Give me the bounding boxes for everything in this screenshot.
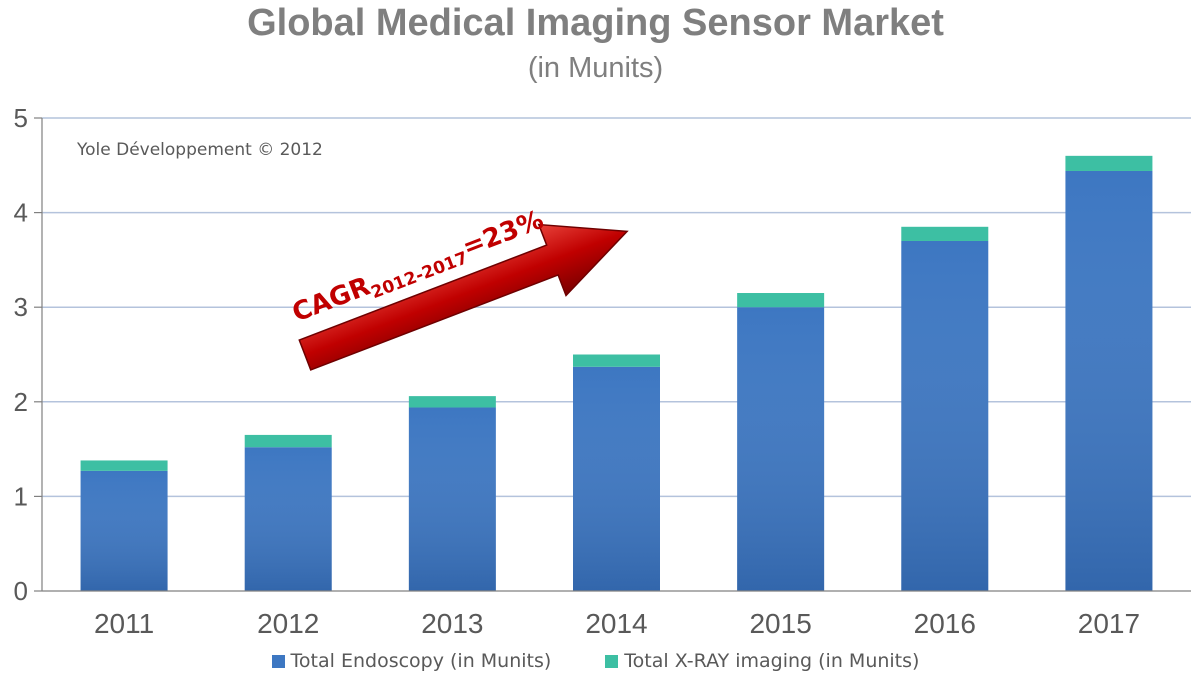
x-tick-label: 2013	[421, 608, 483, 639]
y-tick-label: 4	[14, 198, 28, 228]
bar-shading	[1065, 170, 1153, 591]
x-tick-label: 2011	[94, 608, 154, 639]
legend-swatch-xray	[605, 654, 619, 668]
x-tick-label: 2015	[749, 608, 811, 639]
bar-shading	[80, 470, 168, 591]
bar-xray	[408, 396, 496, 408]
bar-xray	[573, 354, 660, 367]
bar-shading	[573, 366, 660, 591]
x-tick-label: 2012	[257, 608, 319, 639]
y-tick-label: 3	[14, 292, 28, 322]
bar-xray	[244, 434, 332, 448]
bar-shading	[737, 307, 825, 591]
bar-shading	[901, 240, 989, 592]
y-tick-label: 5	[14, 103, 28, 133]
bar-xray	[80, 460, 168, 471]
legend-item-xray: Total X-RAY imaging (in Munits)	[605, 650, 919, 672]
bar-shading	[408, 407, 496, 591]
legend-swatch-endoscopy	[271, 654, 285, 668]
legend-label-xray: Total X-RAY imaging (in Munits)	[624, 650, 920, 672]
x-tick-label: 2016	[914, 608, 976, 639]
y-tick-label: 0	[14, 576, 28, 606]
x-tick-label: 2014	[585, 608, 647, 639]
legend-label-endoscopy: Total Endoscopy (in Munits)	[290, 650, 552, 672]
x-tick-label: 2017	[1078, 608, 1140, 639]
y-tick-label: 2	[14, 387, 28, 417]
bar-xray	[1065, 155, 1153, 171]
bar-xray	[901, 226, 989, 241]
chart-legend: Total Endoscopy (in Munits) Total X-RAY …	[0, 650, 1191, 672]
source-annotation: Yole Développement © 2012	[76, 140, 323, 160]
chart-title: Global Medical Imaging Sensor Market	[247, 2, 944, 44]
legend-item-endoscopy: Total Endoscopy (in Munits)	[271, 650, 552, 672]
bar-xray	[737, 293, 825, 308]
bar-shading	[244, 447, 332, 591]
y-tick-label: 1	[14, 481, 28, 511]
chart-subtitle: (in Munits)	[527, 52, 664, 84]
